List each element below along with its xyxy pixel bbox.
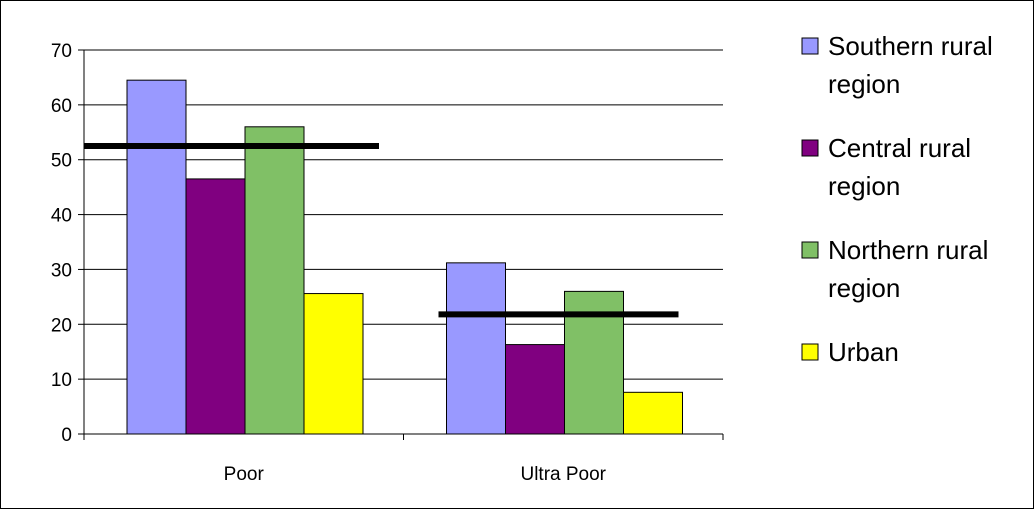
legend-label-line: region — [828, 69, 900, 99]
bar — [245, 127, 304, 434]
legend-swatch — [802, 38, 818, 54]
y-tick-label: 0 — [61, 425, 72, 446]
legend-swatch — [802, 242, 818, 258]
legend-label-line: Urban — [828, 337, 899, 367]
x-tick-label: Poor — [224, 464, 265, 485]
legend-label-line: Northern rural — [828, 235, 988, 265]
legend-swatch — [802, 344, 818, 360]
y-tick-label: 10 — [51, 370, 72, 391]
bar — [506, 345, 565, 434]
bar — [127, 80, 186, 434]
x-tick-label: Ultra Poor — [520, 464, 606, 485]
bar — [447, 263, 506, 434]
legend-swatch — [802, 140, 818, 156]
legend-label: Southern rural region — [828, 31, 993, 99]
legend-label-line: Southern rural — [828, 31, 993, 61]
legend-label: Northern rural region — [828, 235, 988, 303]
y-tick-label: 40 — [51, 206, 72, 227]
y-tick-label: 50 — [51, 151, 72, 172]
bar — [186, 179, 245, 434]
y-tick-label: 70 — [51, 41, 72, 62]
legend-label: Urban — [828, 337, 899, 367]
legend-label-line: region — [828, 273, 900, 303]
y-tick-label: 60 — [51, 96, 72, 117]
bar — [624, 392, 683, 434]
legend-label-line: region — [828, 171, 900, 201]
y-tick-label: 30 — [51, 260, 72, 281]
legend-label-line: Central rural — [828, 133, 971, 163]
y-tick-label: 20 — [51, 315, 72, 336]
legend-label: Central rural region — [828, 133, 971, 201]
bar — [304, 294, 363, 434]
